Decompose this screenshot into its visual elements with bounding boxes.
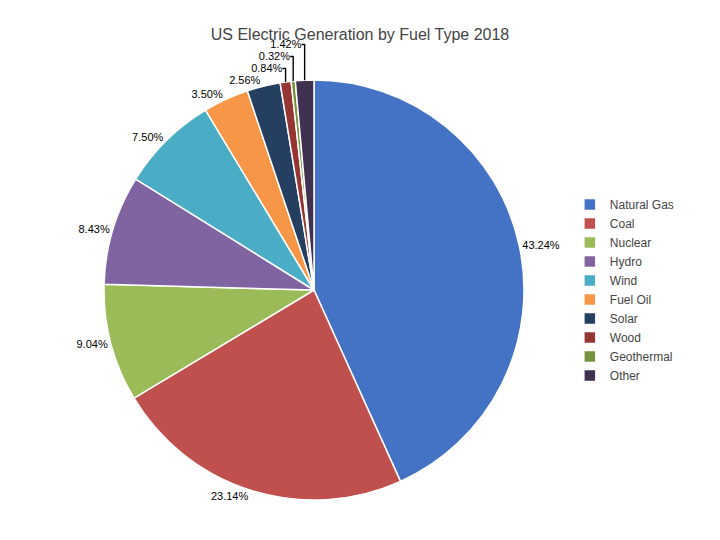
svg-text:23.14%: 23.14% — [211, 490, 249, 502]
svg-text:Natural Gas: Natural Gas — [610, 198, 674, 212]
svg-text:Hydro: Hydro — [610, 255, 642, 269]
svg-text:Geothermal: Geothermal — [610, 350, 673, 364]
svg-text:Other: Other — [610, 369, 640, 383]
svg-text:0.32%: 0.32% — [259, 50, 290, 62]
svg-text:7.50%: 7.50% — [132, 131, 163, 143]
svg-text:3.50%: 3.50% — [191, 88, 222, 100]
svg-text:8.43%: 8.43% — [78, 223, 109, 235]
svg-text:1.42%: 1.42% — [270, 38, 301, 50]
svg-text:9.04%: 9.04% — [76, 338, 107, 350]
svg-text:Wind: Wind — [610, 274, 637, 288]
svg-text:US Electric Generation by Fuel: US Electric Generation by Fuel Type 2018 — [211, 26, 510, 43]
svg-text:2.56%: 2.56% — [229, 74, 260, 86]
svg-text:Wood: Wood — [610, 331, 641, 345]
svg-text:Coal: Coal — [610, 217, 635, 231]
svg-text:Nuclear: Nuclear — [610, 236, 651, 250]
svg-text:Solar: Solar — [610, 312, 638, 326]
svg-text:0.84%: 0.84% — [251, 62, 282, 74]
svg-text:43.24%: 43.24% — [522, 239, 560, 251]
svg-text:Fuel Oil: Fuel Oil — [610, 293, 651, 307]
